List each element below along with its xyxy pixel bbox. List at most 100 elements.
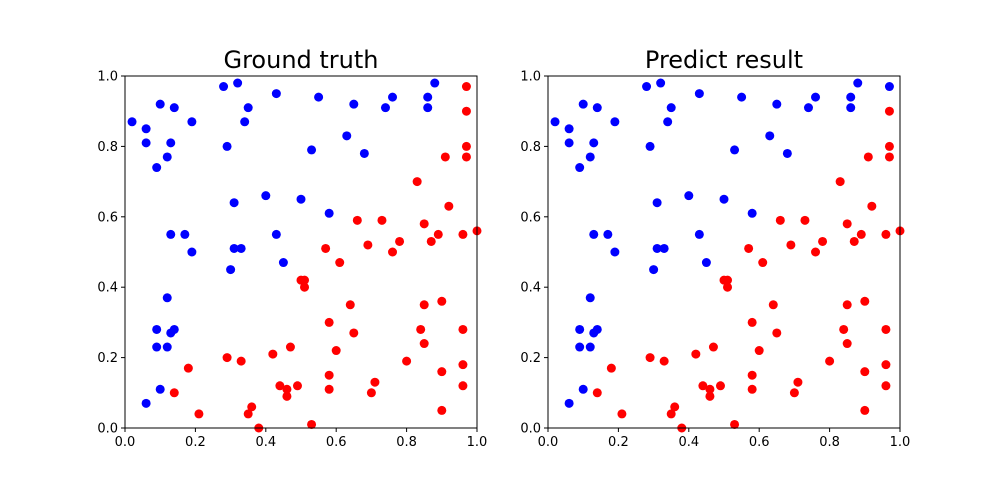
chart-title-predict-result: Predict result xyxy=(645,46,803,74)
point-ground-truth-s0-33 xyxy=(236,243,246,253)
point-predict-result-s0-35 xyxy=(649,265,659,275)
point-predict-result-s1-34 xyxy=(825,356,835,366)
point-predict-result-s1-23 xyxy=(772,328,782,338)
point-predict-result-s1-38 xyxy=(698,381,708,391)
point-ground-truth-s1-54 xyxy=(437,405,447,415)
x-axis-predict-result: 0.0 0.2 0.4 0.6 0.8 1.0 xyxy=(538,428,910,450)
point-predict-result-s1-41 xyxy=(705,391,715,401)
point-ground-truth-s1-35 xyxy=(402,356,412,366)
point-predict-result-s1-10 xyxy=(881,229,891,239)
point-ground-truth-s1-11 xyxy=(458,229,468,239)
point-ground-truth-s1-5 xyxy=(412,177,422,187)
point-predict-result-s0-30 xyxy=(589,229,599,239)
point-predict-result-s0-16 xyxy=(772,99,782,109)
point-ground-truth-s1-37 xyxy=(183,363,193,373)
point-predict-result-s0-13 xyxy=(663,117,673,127)
point-ground-truth-s0-2 xyxy=(155,99,165,109)
point-predict-result-s0-12 xyxy=(666,103,676,113)
point-ground-truth-s0-22 xyxy=(423,92,433,102)
y-tick-label-predict-result-4: 0.8 xyxy=(520,140,541,155)
point-predict-result-s0-17 xyxy=(730,145,740,155)
point-ground-truth-s0-42 xyxy=(162,342,172,352)
point-ground-truth-s1-32 xyxy=(285,342,295,352)
point-predict-result-s0-3 xyxy=(592,103,602,113)
point-predict-result-s0-44 xyxy=(578,384,588,394)
point-predict-result-s1-12 xyxy=(744,243,754,253)
point-predict-result-s1-5 xyxy=(867,201,877,211)
point-predict-result-s1-24 xyxy=(839,324,849,334)
point-ground-truth-s1-18 xyxy=(335,258,345,268)
point-predict-result-s0-32 xyxy=(610,247,620,257)
point-predict-result-s0-21 xyxy=(811,92,821,102)
point-ground-truth-s1-44 xyxy=(324,384,334,394)
point-ground-truth-s0-32 xyxy=(229,243,239,253)
y-tick-label-ground-truth-1: 0.2 xyxy=(97,351,118,366)
y-axis-predict-result: 0.0 0.2 0.4 0.6 0.8 1.0 xyxy=(520,70,548,437)
point-predict-result-s0-18 xyxy=(765,131,775,141)
point-ground-truth-s0-21 xyxy=(388,92,398,102)
point-ground-truth-s1-16 xyxy=(388,247,398,257)
point-ground-truth-s1-27 xyxy=(437,296,447,306)
point-ground-truth-s1-31 xyxy=(268,349,278,359)
point-predict-result-s1-6 xyxy=(775,215,785,225)
point-ground-truth-s0-5 xyxy=(166,138,176,148)
point-ground-truth-s0-27 xyxy=(296,194,306,204)
point-predict-result-s0-31 xyxy=(603,229,613,239)
point-predict-result-s0-34 xyxy=(659,243,669,253)
point-ground-truth-s1-22 xyxy=(324,317,334,327)
point-predict-result-s1-33 xyxy=(842,339,852,349)
point-predict-result-s1-29 xyxy=(659,356,669,366)
point-predict-result-s1-39 xyxy=(705,384,715,394)
point-ground-truth-s1-15 xyxy=(395,236,405,246)
point-predict-result-s0-7 xyxy=(575,163,585,173)
point-predict-result-s1-49 xyxy=(670,402,680,412)
point-predict-result-s0-10 xyxy=(656,78,666,88)
point-ground-truth-s1-36 xyxy=(458,360,468,370)
point-predict-result-s0-38 xyxy=(585,293,595,303)
point-predict-result-s1-8 xyxy=(842,219,852,229)
point-predict-result-s1-14 xyxy=(818,236,828,246)
axes-frame-predict-result xyxy=(547,75,901,429)
point-predict-result-s1-16 xyxy=(849,236,859,246)
point-predict-result-s1-48 xyxy=(617,409,627,419)
panel-ground-truth: Ground truth 0.0 0.2 0.4 0.6 0.8 1.0 0.00.20.… xyxy=(97,46,487,450)
point-ground-truth-s1-51 xyxy=(243,409,253,419)
x-tick-label-ground-truth-0: 0.0 xyxy=(115,435,136,450)
point-ground-truth-s0-41 xyxy=(152,342,162,352)
x-tick-label-predict-result-3: 0.6 xyxy=(749,435,770,450)
y-tick-label-predict-result-2: 0.4 xyxy=(520,281,541,296)
marks-ground-truth xyxy=(127,78,482,433)
point-ground-truth-s0-23 xyxy=(430,78,440,88)
y-tick-label-predict-result-3: 0.6 xyxy=(520,210,541,225)
point-ground-truth-s1-10 xyxy=(433,229,443,239)
point-predict-result-s1-21 xyxy=(747,317,757,327)
point-ground-truth-s0-37 xyxy=(162,293,172,303)
point-ground-truth-s1-34 xyxy=(419,339,429,349)
point-predict-result-s0-43 xyxy=(585,342,595,352)
point-ground-truth-s0-9 xyxy=(219,82,229,92)
point-ground-truth-s1-38 xyxy=(169,388,179,398)
point-predict-result-s1-46 xyxy=(860,367,870,377)
point-ground-truth-s1-48 xyxy=(458,381,468,391)
point-predict-result-s0-41 xyxy=(592,324,602,334)
y-axis-ground-truth: 0.0 0.2 0.4 0.6 0.8 1.0 xyxy=(97,70,125,437)
point-predict-result-s0-26 xyxy=(684,191,694,201)
point-ground-truth-s0-30 xyxy=(180,229,190,239)
point-ground-truth-s0-26 xyxy=(229,198,239,208)
point-predict-result-s1-0 xyxy=(884,106,894,116)
point-ground-truth-s1-28 xyxy=(458,324,468,334)
point-ground-truth-s1-3 xyxy=(440,152,450,162)
point-predict-result-s0-25 xyxy=(884,82,894,92)
point-ground-truth-s0-4 xyxy=(141,138,151,148)
point-ground-truth-s0-31 xyxy=(187,247,197,257)
point-ground-truth-s0-18 xyxy=(342,131,352,141)
point-ground-truth-s1-21 xyxy=(300,282,310,292)
point-predict-result-s1-47 xyxy=(881,381,891,391)
point-ground-truth-s1-53 xyxy=(307,419,317,429)
point-ground-truth-s1-46 xyxy=(366,388,376,398)
point-ground-truth-s1-43 xyxy=(324,370,334,380)
panel-predict-result: Predict result 0.0 0.2 0.4 0.6 0.8 1.0 0.0 0.2… xyxy=(520,46,910,450)
y-tick-label-predict-result-1: 0.2 xyxy=(520,351,541,366)
point-predict-result-s1-31 xyxy=(708,342,718,352)
point-predict-result-s0-5 xyxy=(589,138,599,148)
